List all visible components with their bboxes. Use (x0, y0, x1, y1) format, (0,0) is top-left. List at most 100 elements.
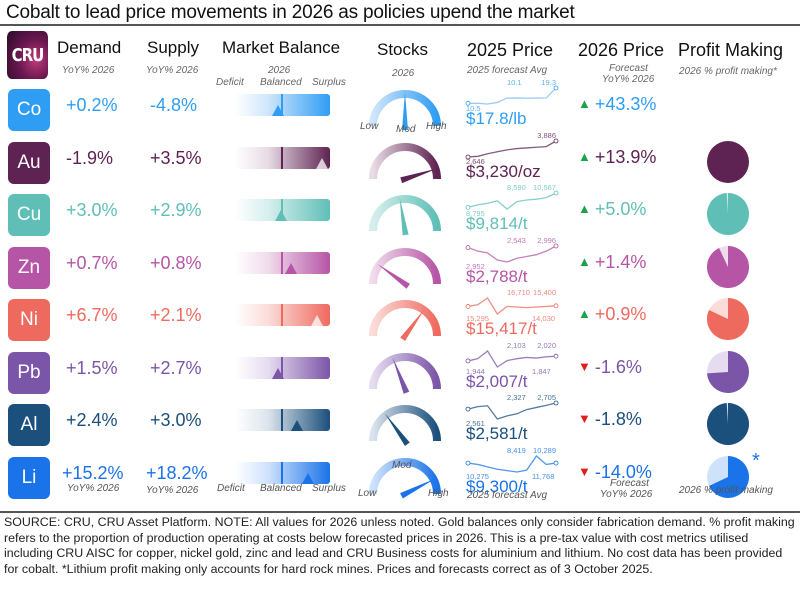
page-title: Cobalt to lead price movements in 2026 a… (6, 2, 575, 23)
demand-subheader: YoY% 2026 (62, 65, 115, 76)
change-value: -14.0% (594, 461, 652, 482)
sparkline-endpoint (553, 85, 559, 91)
market-balance-bar (235, 356, 330, 379)
demand-value: +15.2% (62, 462, 124, 483)
metal-badge: Co (8, 89, 50, 131)
sparkline-path (467, 402, 557, 420)
supply-value: +3.5% (150, 147, 202, 168)
sparkline-label: 2,327 (507, 393, 526, 402)
arrow-down-icon: ▼ (578, 463, 591, 479)
price2026-subheader-b: YoY% 2026 (602, 74, 655, 85)
sparkline-label: 10.5 (466, 104, 481, 112)
footnote: SOURCE: CRU, CRU Asset Platform. NOTE: A… (4, 515, 795, 576)
sparkline-endpoint (465, 100, 471, 106)
change-value: -1.8% (594, 409, 642, 429)
sparkline-endpoint (553, 303, 559, 309)
gauge-mod-label: Mod (396, 124, 416, 135)
stocks-year-label: 2026 (392, 68, 415, 79)
metal-row-al: Al +2.4% +3.0% 2,561 2,327 2,705 $2,581/t … (0, 393, 800, 449)
sparkline-label: 15,295 (466, 314, 489, 322)
price-sparkline: 15,295 16,710 14,030 15,400 (465, 288, 559, 322)
supply-value: +18.2% (146, 462, 208, 483)
pie-profit-slice (707, 193, 749, 235)
sparkline-path (467, 349, 557, 368)
price-sparkline: 2,561 2,327 2,705 (465, 393, 559, 427)
sparkline-label: 15,400 (533, 288, 556, 297)
arrow-up-icon: ▲ (578, 148, 591, 164)
demand-value: -1.9% (66, 147, 114, 168)
demand-value: +0.7% (66, 252, 118, 273)
metal-row-co: Co +0.2% -4.8% 10.5 10.1 19.3 $17.8/lb ▲ +4… (0, 78, 800, 135)
metal-row-cu: Cu +3.0% +2.9% 8,795 8,590 10,567 $9,814/t… (0, 183, 800, 239)
price-2025-value: $2,788/t (466, 266, 528, 286)
pie-profit-slice (707, 245, 749, 288)
sparkline-label: 1,847 (532, 367, 551, 375)
price-sparkline: 2,952 2,543 2,996 (465, 236, 559, 270)
surplus-footer-label: Surplus (312, 483, 346, 494)
price-2026-change: ▲ +0.9% (578, 304, 646, 325)
stocks-gauge (369, 300, 441, 341)
pie-profit-slice (707, 298, 749, 340)
gauge-needle (400, 478, 436, 498)
sparkline-endpoint (465, 244, 471, 250)
sparkline-label: 2,952 (466, 262, 485, 270)
sparkline-label: 2,020 (537, 341, 556, 350)
price-2026-change: ▼ -1.6% (578, 357, 642, 378)
price2026-subheader-a: Forecast (609, 63, 648, 74)
sparkline-path (467, 192, 557, 210)
sparkline-endpoint (553, 190, 559, 196)
balance-indicator-icon (311, 315, 324, 326)
metal-badge: Au (8, 141, 50, 184)
change-value: +5.0% (594, 199, 647, 219)
market-balance-bar (235, 409, 330, 431)
sparkline-label: 2,646 (466, 157, 485, 165)
profit-footer-label: 2026 % profit making (679, 485, 773, 496)
sparkline-endpoint (465, 204, 471, 210)
deficit-label: Deficit (216, 77, 244, 88)
stocks-gauge (369, 142, 441, 183)
balanced-footer-label: Balanced (260, 483, 302, 494)
sparkline-label: 2,996 (537, 236, 556, 245)
market-balance-bar (235, 199, 330, 221)
demand-value: +3.0% (66, 200, 118, 220)
demand-value: +6.7% (66, 305, 118, 325)
price-2025-value: $3,230/oz (466, 161, 541, 181)
title-divider (0, 24, 800, 26)
supply-value: +2.9% (150, 200, 202, 220)
gauge-arc (369, 352, 441, 389)
change-value: +0.9% (594, 304, 647, 324)
header-2026-price: 2026 Price (578, 40, 665, 60)
price-sparkline: 10,275 8,419 11,768 10,289 (465, 446, 559, 480)
sparkline-endpoint (465, 460, 471, 466)
arrow-down-icon: ▼ (578, 411, 591, 426)
arrow-up-icon: ▲ (578, 96, 591, 111)
market-balance-bar (235, 304, 330, 326)
arrow-down-icon: ▼ (578, 358, 591, 374)
demand-footer-label: YoY% 2026 (67, 483, 120, 494)
sparkline-label: 14,030 (532, 314, 555, 322)
supply-value: -4.8% (150, 95, 198, 115)
gauge-mod-label: Mod (392, 459, 412, 471)
sparkline-endpoint (465, 406, 471, 412)
gauge-needle (392, 356, 410, 394)
header-2025-price: 2025 Price (467, 40, 554, 60)
sparkline-endpoint (465, 304, 471, 309)
price-sparkline: 10.5 10.1 19.3 (465, 78, 559, 112)
footer-divider (0, 511, 800, 513)
metal-row-ni: Ni +6.7% +2.1% 15,295 16,710 14,030 15,400 … (0, 288, 800, 344)
sparkline-label: 10,289 (533, 446, 556, 455)
price-2025-value: $17.8/lb (466, 109, 527, 128)
price2025-subheader: 2025 forecast Avg (467, 65, 548, 76)
sparkline-label: 10.1 (507, 78, 522, 87)
demand-value: +1.5% (66, 357, 118, 378)
balance-year-label: 2026 (268, 65, 291, 76)
change-value: +43.3% (594, 94, 657, 114)
sparkline-endpoint (465, 358, 471, 363)
balanced-label: Balanced (260, 77, 302, 88)
cru-logo: CRU (7, 31, 48, 79)
profit-pie (707, 245, 749, 288)
pie-profit-slice (707, 350, 749, 393)
sparkline-label: 3,886 (537, 131, 556, 140)
price-2026-change: ▲ +13.9% (578, 147, 656, 168)
gauge-high-label: High (426, 121, 447, 132)
